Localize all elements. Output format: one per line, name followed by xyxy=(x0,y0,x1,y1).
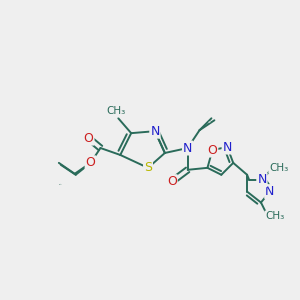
Text: ethyl: ethyl xyxy=(59,184,63,185)
Text: O: O xyxy=(167,175,177,188)
Text: N: N xyxy=(150,125,160,138)
Text: CH₃: CH₃ xyxy=(269,163,288,173)
Text: S: S xyxy=(144,161,152,174)
Text: CH₃: CH₃ xyxy=(107,106,126,116)
Text: Et: Et xyxy=(209,122,210,123)
Text: CH₃: CH₃ xyxy=(265,212,284,221)
Text: O: O xyxy=(208,143,218,157)
Text: N: N xyxy=(257,173,267,186)
Text: O: O xyxy=(85,156,95,170)
Text: O: O xyxy=(84,132,94,145)
Text: N: N xyxy=(265,185,274,198)
Text: N: N xyxy=(183,142,192,154)
Text: N: N xyxy=(223,140,232,154)
